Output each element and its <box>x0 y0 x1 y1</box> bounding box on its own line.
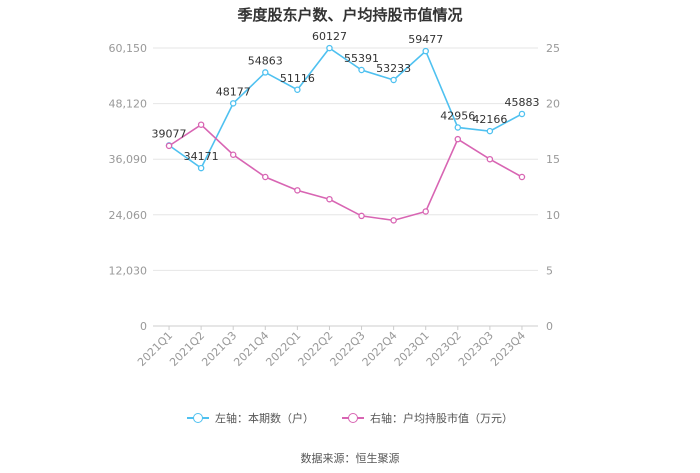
data-label: 51116 <box>280 72 315 85</box>
legend: 左轴：本期数（户） 右轴：户均持股市值（万元） <box>0 410 700 426</box>
right-series-point <box>422 208 429 215</box>
left-series-point <box>294 86 301 94</box>
left-axis-tick-label: 36,090 <box>109 153 148 166</box>
left-axis-tick-label: 0 <box>140 320 147 333</box>
right-series-point <box>486 155 494 163</box>
data-label: 53233 <box>376 62 411 75</box>
left-series-point <box>326 44 333 52</box>
left-series-point <box>518 110 526 118</box>
right-series-point <box>326 195 333 203</box>
x-axis-tick-label: 2023Q4 <box>488 329 528 369</box>
data-label: 48177 <box>216 85 251 98</box>
data-labels: 39077 34171 48177 54863 51116 60127 5539153233… <box>152 30 540 163</box>
legend-label: 右轴：户均持股市值（万元） <box>370 412 513 425</box>
right-series-point <box>358 212 365 220</box>
data-label: 42956 <box>440 109 475 122</box>
right-axis-ticks: 0 5 10 15 20 25 <box>546 42 560 333</box>
legend-line-marker-icon <box>187 413 209 423</box>
data-label: 42166 <box>472 113 507 126</box>
right-series-point <box>229 151 237 159</box>
left-axis-tick-label: 12,030 <box>109 264 148 277</box>
right-series-point <box>165 142 173 150</box>
grid-lines <box>153 47 538 327</box>
right-series-point <box>197 121 205 128</box>
series-layer <box>165 44 526 224</box>
right-axis-tick-label: 10 <box>546 209 560 222</box>
left-axis-tick-label: 60,150 <box>109 42 148 55</box>
right-series-point <box>390 217 397 224</box>
right-series-point <box>294 187 301 194</box>
left-series-line <box>168 47 523 170</box>
left-series-point <box>229 100 237 107</box>
right-series-point <box>262 173 269 181</box>
right-axis-tick-label: 25 <box>546 42 560 55</box>
chart-title: 季度股东户数、户均持股市值情况 <box>237 6 463 24</box>
left-series-point <box>390 76 397 84</box>
x-axis-ticks: 2021Q12021Q22021Q32021Q42022Q12022Q22022… <box>135 326 528 369</box>
right-axis-tick-label: 0 <box>546 320 553 333</box>
right-axis-tick-label: 15 <box>546 153 560 166</box>
legend-item-right-series[interactable]: 右轴：户均持股市值（万元） <box>342 410 513 426</box>
left-axis-tick-label: 48,120 <box>109 98 148 111</box>
data-label: 34171 <box>184 150 219 163</box>
right-series-line <box>168 123 523 222</box>
data-label: 59477 <box>408 33 443 46</box>
data-label: 45883 <box>504 96 539 109</box>
left-axis-tick-label: 24,060 <box>109 209 148 222</box>
left-series-point <box>262 69 269 76</box>
right-series-point <box>454 135 462 143</box>
data-label: 54863 <box>248 54 283 67</box>
right-axis-tick-label: 5 <box>546 264 553 277</box>
data-label: 39077 <box>152 127 187 140</box>
right-axis-tick-label: 20 <box>546 98 560 111</box>
left-series-point <box>422 47 429 55</box>
data-label: 55391 <box>344 52 379 65</box>
left-series-point <box>197 164 205 172</box>
legend-item-left-series[interactable]: 左轴：本期数（户） <box>187 410 314 426</box>
right-series-point <box>518 173 526 181</box>
data-label: 60127 <box>312 30 347 43</box>
left-series-point <box>454 124 462 131</box>
legend-label: 左轴：本期数（户） <box>215 412 314 425</box>
source-note: 数据来源：恒生聚源 <box>300 452 400 465</box>
left-axis-ticks: 0 12,030 24,060 36,090 48,120 60,150 <box>109 42 148 333</box>
left-series-point <box>358 66 365 74</box>
left-series-point <box>486 127 494 135</box>
legend-line-marker-icon <box>342 413 364 423</box>
